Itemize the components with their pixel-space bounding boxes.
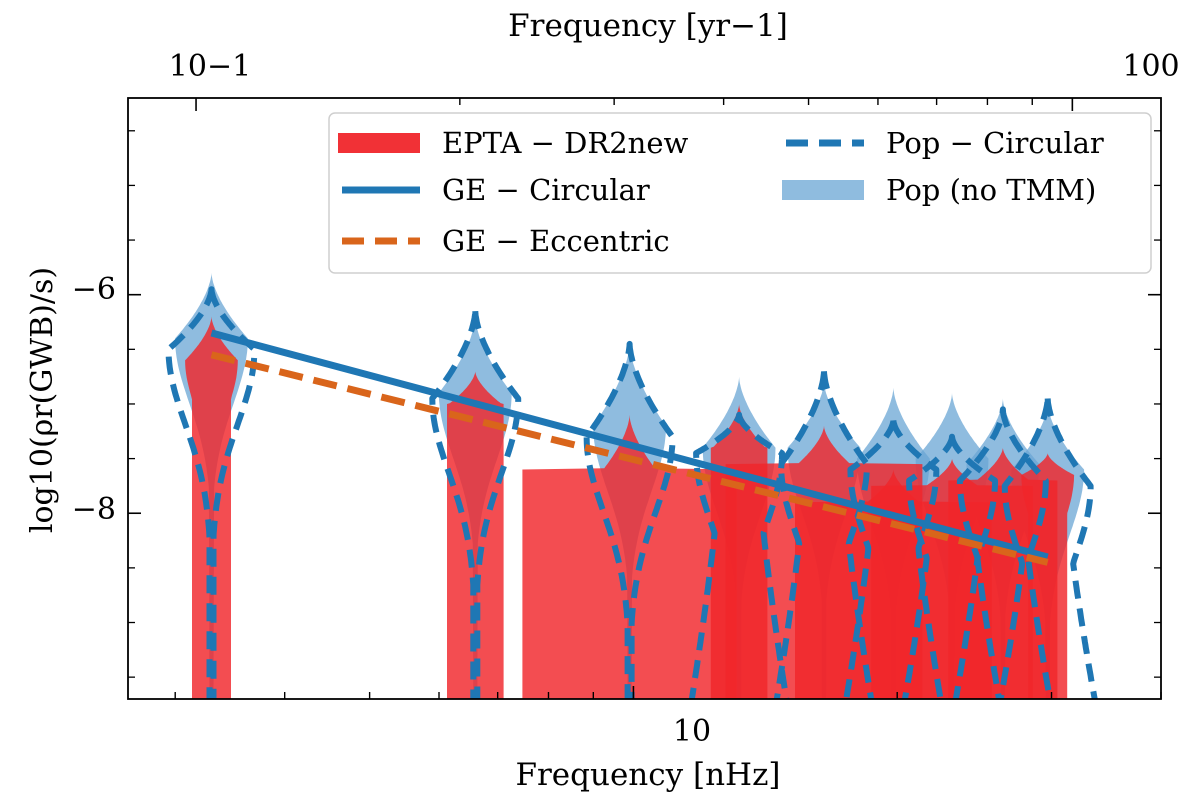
epta-violin-2 <box>522 414 737 699</box>
legend-label-1: Pop − Circular <box>886 126 1104 160</box>
legend-label-4: GE − Eccentric <box>442 224 670 258</box>
legend-label-0: EPTA − DR2new <box>442 126 688 160</box>
legend-box <box>328 112 1152 274</box>
legend-label-3: Pop (no TMM) <box>886 173 1096 207</box>
pop-circular-violin-6 <box>901 433 1003 699</box>
top-tick-label-1: 100 <box>1122 49 1179 84</box>
top-x-axis-label-main: Frequency [yr−1] <box>508 8 788 44</box>
y-axis-label: log10(ρr(GWB)/s) <box>25 267 60 533</box>
plot-frame <box>127 97 1162 700</box>
ge-eccentric-line <box>210 351 1049 566</box>
pop-circular-violin-3 <box>688 411 790 699</box>
epta-violin-8 <box>1021 453 1075 699</box>
legend-swatch-3 <box>782 180 864 200</box>
epta-violin-1 <box>447 371 504 699</box>
epta-violin-0 <box>185 316 238 699</box>
ge-circular-line <box>210 329 1049 561</box>
x-axis-label: Frequency [nHz] <box>515 757 780 793</box>
bottom-tick-label-0: 10 <box>673 714 711 749</box>
top-tick-label-0: 10−1 <box>169 49 251 84</box>
top-x-axis-label: Frequency [yr−1] <box>508 8 788 44</box>
pop-circular-violin-8 <box>997 395 1098 699</box>
pop-circular-violin-5 <box>843 417 944 699</box>
pop-circular-violin-1 <box>429 308 522 699</box>
y-tick-label-0: −6 <box>72 272 116 307</box>
y-tick-label-1: −8 <box>72 492 116 527</box>
legend-swatch-0 <box>338 133 420 153</box>
pop-circular-violin-7 <box>952 406 1053 699</box>
legend-label-2: GE − Circular <box>442 173 650 207</box>
